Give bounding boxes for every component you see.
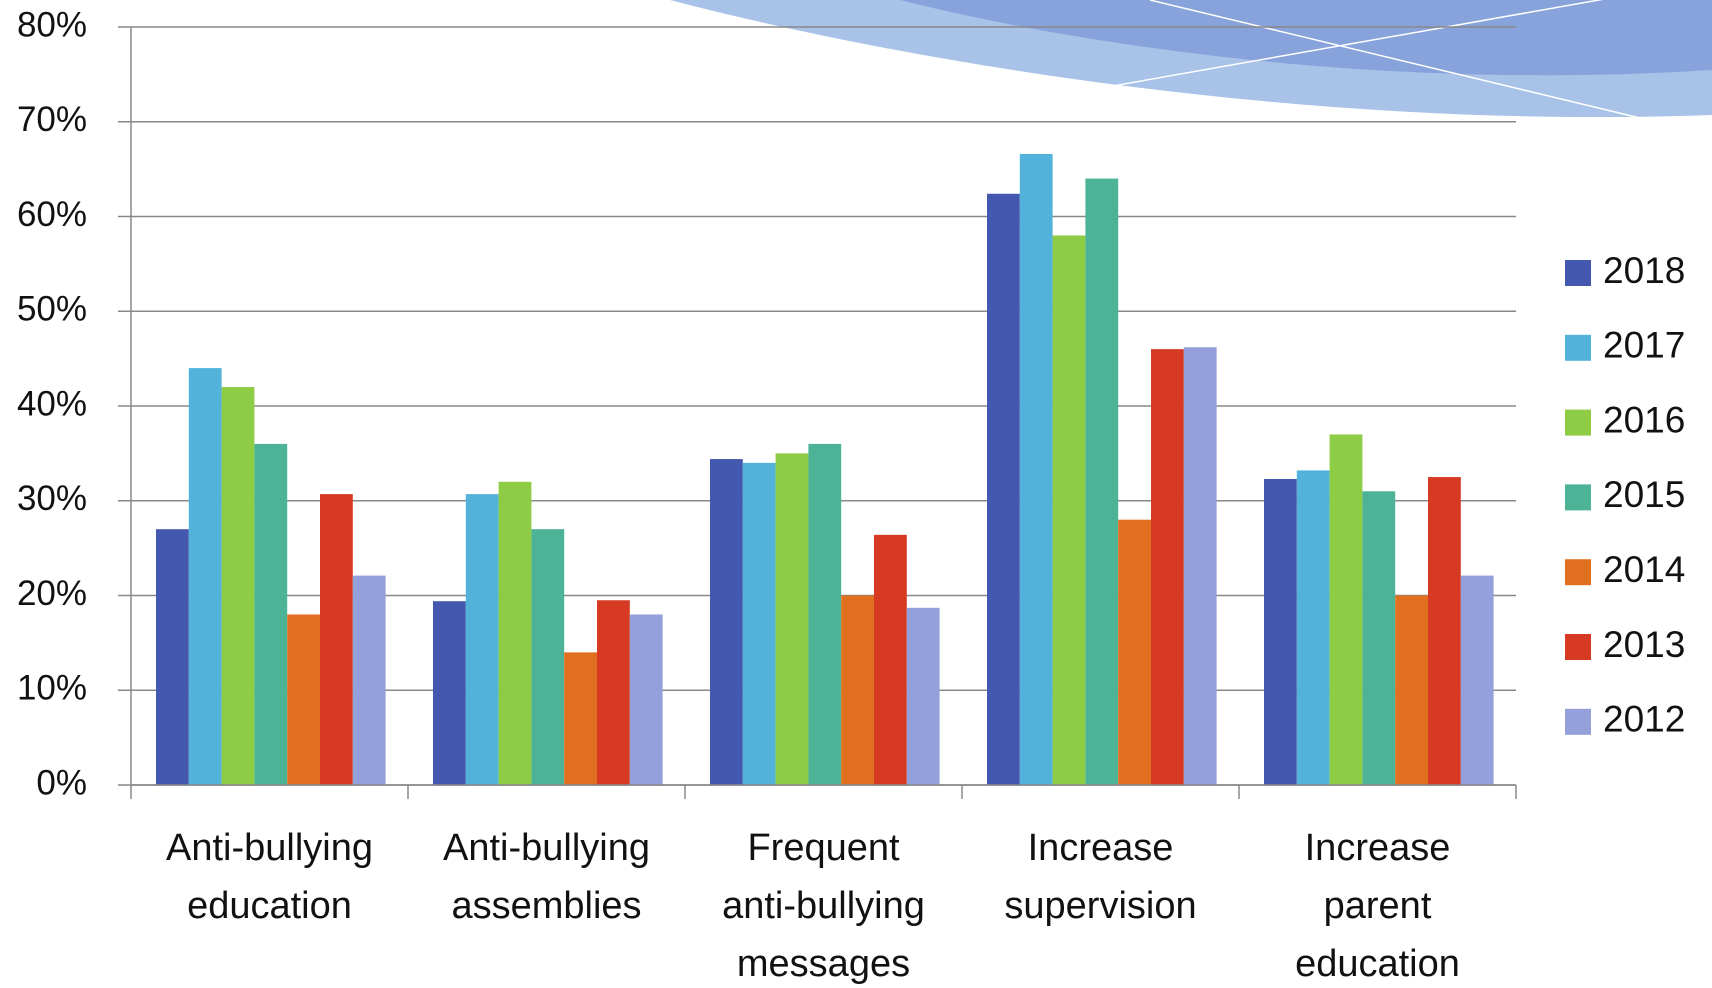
- bar: [710, 459, 743, 785]
- y-tick-label: 70%: [17, 100, 87, 139]
- bar: [1151, 349, 1184, 785]
- bar: [1019, 153, 1053, 786]
- x-tick-label: Anti-bullying education: [166, 827, 373, 927]
- y-tick-label: 0%: [36, 763, 87, 802]
- legend-label: 2014: [1603, 549, 1685, 590]
- bar: [1085, 178, 1119, 786]
- y-tick-label: 10%: [17, 669, 87, 708]
- legend-label: 2018: [1603, 250, 1685, 291]
- bar: [221, 387, 255, 785]
- x-tick-label: Frequent anti-bullying messages: [722, 827, 925, 985]
- legend-label: 2015: [1603, 474, 1685, 515]
- bar: [498, 481, 532, 785]
- legend-swatch: [1565, 484, 1591, 511]
- bar: [841, 595, 874, 785]
- bar: [188, 368, 222, 785]
- bar: [1183, 347, 1217, 785]
- x-tick-label: Increase supervision: [1004, 827, 1197, 927]
- legend-swatch: [1565, 409, 1591, 436]
- bar: [906, 607, 940, 785]
- legend-swatch: [1565, 260, 1591, 286]
- bar: [1362, 491, 1396, 785]
- bar: [987, 193, 1020, 785]
- bar: [1428, 477, 1461, 785]
- bar: [1118, 519, 1151, 785]
- y-tick-label: 30%: [17, 479, 87, 518]
- bar: [1460, 575, 1494, 785]
- y-tick-label: 40%: [17, 384, 87, 423]
- bar: [352, 575, 386, 785]
- y-tick-label: 60%: [17, 195, 87, 234]
- legend-label: 2012: [1603, 699, 1685, 740]
- bar: [1052, 235, 1086, 785]
- bar: [808, 443, 842, 785]
- bar: [465, 494, 499, 785]
- bar: [1395, 595, 1428, 785]
- legend-swatch: [1565, 634, 1591, 660]
- bar: [742, 462, 776, 785]
- bar: [874, 534, 907, 785]
- bar: [287, 614, 320, 785]
- bar: [1296, 470, 1330, 785]
- decoration: [670, 0, 1712, 119]
- bar: [320, 494, 353, 785]
- legend-swatch: [1565, 708, 1591, 735]
- legend-label: 2017: [1603, 325, 1685, 366]
- bar: [433, 601, 466, 785]
- y-tick-label: 50%: [17, 290, 87, 329]
- bar: [1329, 434, 1363, 785]
- bar: [156, 529, 189, 785]
- y-tick-label: 20%: [17, 574, 87, 613]
- x-tick-label: Increase parent education: [1295, 827, 1460, 985]
- bar: [629, 614, 663, 785]
- x-tick-label: Anti-bullying assemblies: [443, 827, 650, 927]
- bar: [254, 443, 288, 785]
- bar: [597, 600, 630, 785]
- bar: [564, 652, 597, 785]
- legend-label: 2016: [1603, 399, 1685, 440]
- bar: [1264, 478, 1297, 785]
- legend-swatch: [1565, 334, 1591, 361]
- bar: [775, 453, 809, 785]
- legend-label: 2013: [1603, 624, 1685, 665]
- y-tick-label: 80%: [17, 5, 87, 44]
- bar: [531, 529, 565, 785]
- legend-swatch: [1565, 559, 1591, 586]
